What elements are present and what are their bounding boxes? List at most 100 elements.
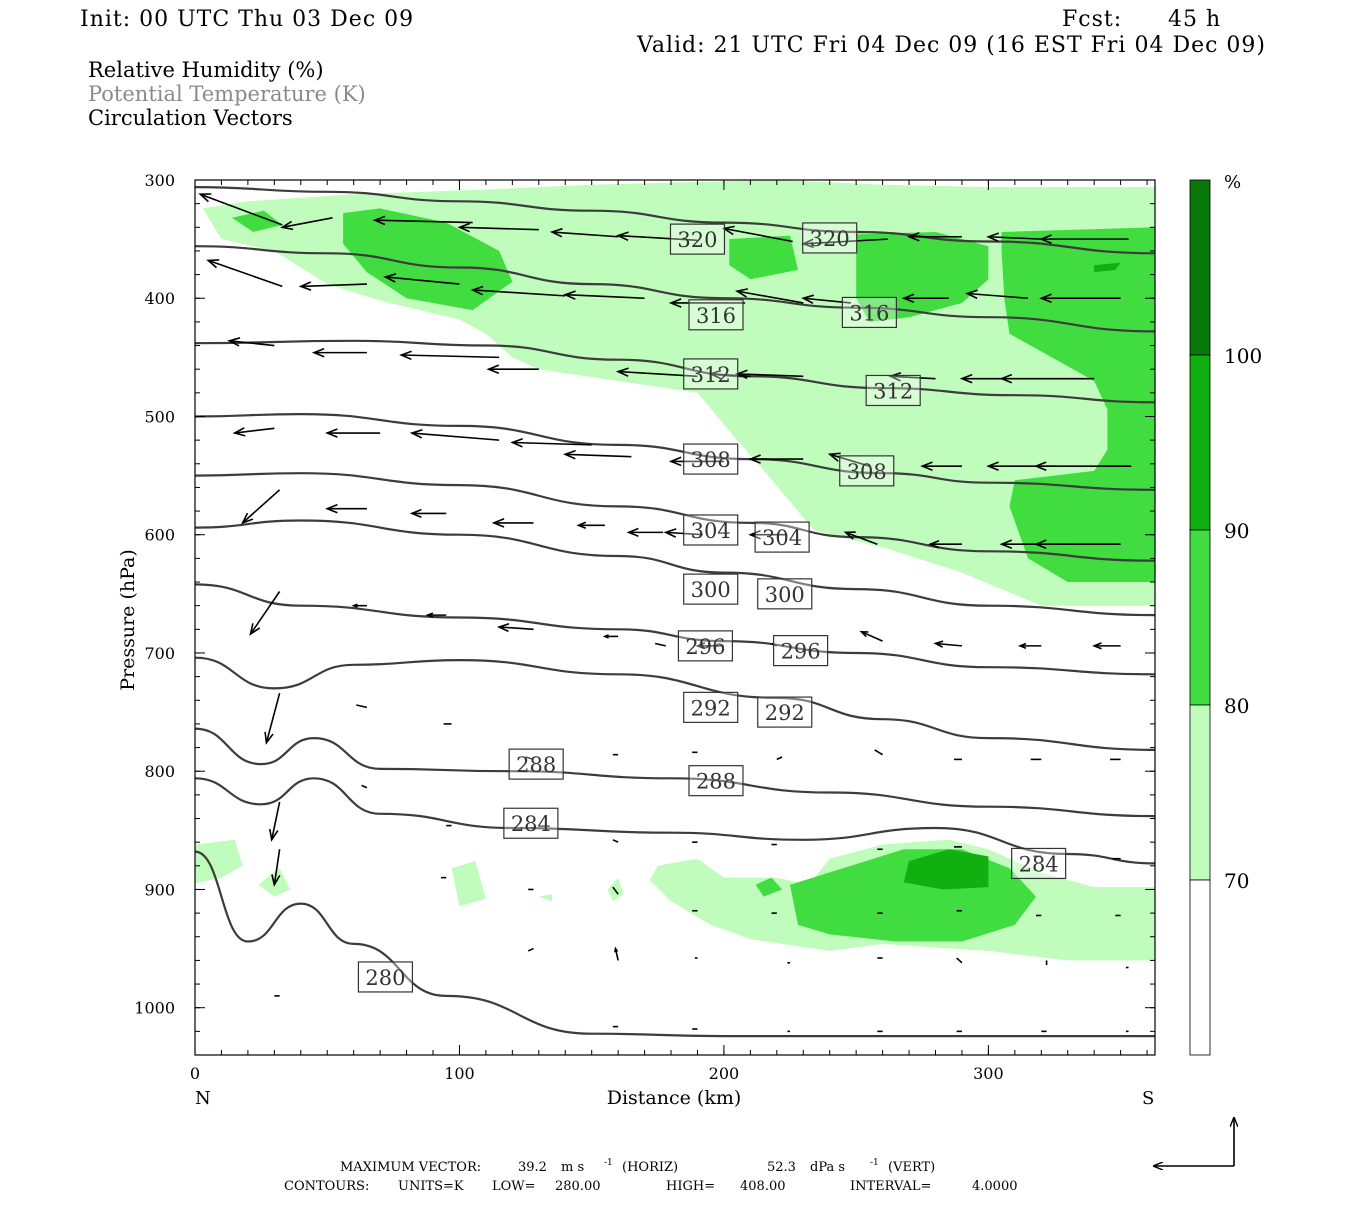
isentrope-308 <box>195 412 1155 491</box>
circulation-vector <box>298 281 367 291</box>
contour-label-text: 308 <box>847 460 887 484</box>
circulation-vector <box>956 957 963 964</box>
circulation-vector <box>271 849 281 887</box>
contour-label-text: 296 <box>781 640 821 664</box>
contour-label-box <box>841 296 897 329</box>
relative-humidity-shading <box>195 180 1155 961</box>
contour-label-box <box>773 635 829 667</box>
vector-head <box>614 946 619 953</box>
contour-label-box <box>683 573 739 605</box>
legend-circulation-vectors: Circulation Vectors <box>88 106 293 130</box>
circulation-vector <box>827 452 870 467</box>
circulation-vector <box>928 539 962 549</box>
vector-head <box>999 539 1013 550</box>
contours-high-label: HIGH= <box>666 1179 715 1194</box>
vector-head <box>999 373 1013 384</box>
vector-shaft <box>874 749 884 756</box>
vector-head <box>708 369 722 380</box>
vector-shaft <box>499 626 534 631</box>
circulation-vector <box>496 623 534 633</box>
colorbar-segment <box>1189 704 1211 881</box>
colorbar-level-label: 100 <box>1224 344 1262 368</box>
contour-label-text: 280 <box>365 966 405 990</box>
colorbar: 100 90 80 70 <box>1189 179 1262 1056</box>
vector-head <box>383 273 397 283</box>
vector-head <box>264 731 274 745</box>
circulation-vector <box>901 293 949 304</box>
footer: MAXIMUM VECTOR: 39.2 m s -1 (HORIZ) 52.3… <box>284 1158 1018 1194</box>
contours-interval-label: INTERVAL= <box>850 1179 931 1194</box>
vector-shaft <box>988 235 1042 240</box>
circulation-vector <box>491 518 534 528</box>
circulation-vector <box>227 337 275 347</box>
plot-area: 320 320 316 316 312 312 308 308 304 304 300 300 296 2… <box>195 180 1155 1055</box>
vector-shaft <box>612 886 619 895</box>
contour-label-text: 320 <box>677 228 717 252</box>
contour-label-box <box>683 443 739 475</box>
vector-shaft <box>282 217 333 229</box>
circulation-vector <box>264 692 281 745</box>
circulation-vector <box>920 461 962 471</box>
y-tick-label: 800 <box>144 762 175 781</box>
vert-tag: (VERT) <box>888 1160 935 1175</box>
circulation-vector <box>859 630 883 642</box>
vector-head <box>298 281 312 291</box>
circulation-vector <box>906 231 962 242</box>
circulation-vector <box>1033 461 1132 471</box>
isentrope-label-312: 312 <box>683 358 739 390</box>
vector-head <box>734 288 749 298</box>
isentrope-316 <box>195 245 1155 333</box>
isentrope-label-304: 304 <box>683 514 739 546</box>
vector-shaft <box>956 957 963 964</box>
vector-head <box>901 293 915 304</box>
vector-shaft <box>803 238 888 245</box>
circulation-vector <box>269 801 281 842</box>
isentrope-label-280: 280 <box>357 961 414 993</box>
contours-units: UNITS=K <box>398 1179 464 1194</box>
circulation-vector <box>748 529 788 540</box>
init-time: Init: 00 UTC Thu 03 Dec 09 <box>80 7 414 32</box>
vector-shaft <box>512 441 592 446</box>
contour-label-box <box>688 299 744 331</box>
circulation-vector <box>965 289 1029 300</box>
vector-head <box>748 529 761 540</box>
rh-region-80-90-7 <box>232 210 283 232</box>
isentrope-296 <box>195 583 1155 676</box>
circulation-vector <box>280 217 333 231</box>
vector-shaft <box>710 373 751 378</box>
y-tick-label: 300 <box>144 171 175 190</box>
colorbar-unit: % <box>1224 172 1241 193</box>
contours-interval-value: 4.0000 <box>972 1179 1018 1194</box>
circulation-vector <box>361 784 368 789</box>
vector-shaft <box>374 219 473 224</box>
circulation-vector <box>383 273 460 285</box>
vector-shaft <box>845 531 878 545</box>
y-tick-label: 400 <box>144 289 175 308</box>
isentrope-label-308: 308 <box>839 455 895 487</box>
circulation-vector <box>356 704 368 709</box>
vector-shaft <box>300 283 367 288</box>
rh-region-70-80-1 <box>195 839 243 884</box>
vector-head <box>409 508 422 519</box>
potential-temperature-contours <box>195 186 1155 1038</box>
isentrope-label-316: 316 <box>688 299 744 331</box>
contour-label-text: 320 <box>810 227 850 251</box>
circulation-vector <box>614 946 619 961</box>
legend-potential-temperature: Potential Temperature (K) <box>88 82 366 106</box>
circulation-vector <box>615 231 698 242</box>
isentrope-label-316: 316 <box>841 296 897 329</box>
contour-label-box <box>1011 847 1067 880</box>
contour-label-box <box>757 578 813 610</box>
vector-head <box>965 289 978 300</box>
vector-head <box>271 874 281 887</box>
vector-head <box>843 531 856 540</box>
isentrope-292 <box>195 656 1155 751</box>
vector-head <box>663 528 677 538</box>
circulation-vector <box>351 603 367 608</box>
isentrope-label-284: 284 <box>1011 847 1067 880</box>
circulation-vector <box>612 886 619 895</box>
vector-head <box>615 367 629 377</box>
vector-head <box>549 227 563 238</box>
vector-head <box>827 452 841 462</box>
circulation-vector <box>1017 642 1042 649</box>
